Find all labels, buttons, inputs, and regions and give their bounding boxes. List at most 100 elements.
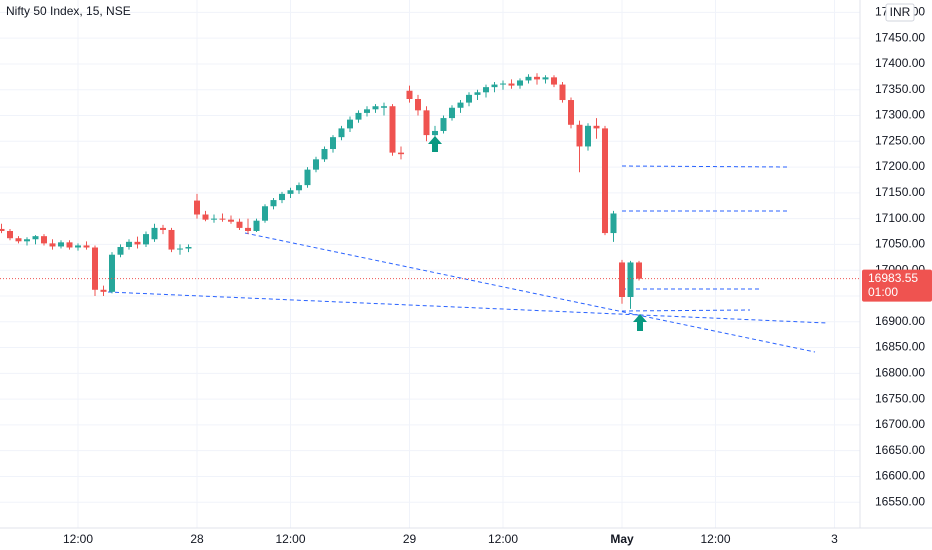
- candle-body: [202, 214, 209, 220]
- x-tick-label: 12:00: [488, 532, 518, 546]
- candle-body: [381, 106, 387, 108]
- candle-body: [372, 106, 379, 110]
- candle-body: [423, 110, 430, 136]
- candle-body: [15, 238, 22, 242]
- y-tick-label: 17100.00: [875, 211, 925, 225]
- candle-body: [500, 83, 506, 85]
- currency-box[interactable]: [885, 3, 915, 22]
- y-tick-label: 17150.00: [875, 185, 925, 199]
- candle-body: [49, 243, 56, 247]
- candle-body: [279, 193, 285, 201]
- candle-body: [245, 227, 251, 231]
- y-tick-label: 16550.00: [875, 494, 925, 508]
- y-tick-label: 16750.00: [875, 391, 925, 405]
- candle-body: [236, 221, 243, 228]
- candle-body: [41, 236, 47, 244]
- x-tick-label: 12:00: [63, 532, 93, 546]
- candle-body: [585, 125, 591, 147]
- candle-body: [32, 236, 39, 240]
- trend-line: [107, 291, 828, 324]
- x-tick-label: 29: [403, 532, 417, 546]
- candle-body: [296, 185, 302, 191]
- candle-body: [168, 229, 175, 250]
- last-price-label: 16983.55: [868, 271, 918, 285]
- candle-body: [440, 118, 447, 131]
- candle-body: [466, 94, 472, 103]
- candle-body: [117, 246, 124, 255]
- candle-body: [7, 231, 13, 239]
- y-tick-label: 17200.00: [875, 159, 925, 173]
- y-tick-label: 16650.00: [875, 443, 925, 457]
- candle-body: [211, 218, 217, 220]
- candle-body: [92, 247, 98, 290]
- candle-body: [364, 109, 370, 113]
- candle-body: [219, 218, 226, 220]
- candle-body: [58, 242, 64, 247]
- candle-body: [398, 152, 404, 155]
- candle-body: [66, 242, 73, 248]
- y-tick-label: 16900.00: [875, 314, 925, 328]
- y-tick-label: 17450.00: [875, 30, 925, 44]
- candle-body: [262, 206, 268, 221]
- candle-body: [559, 84, 566, 101]
- candle-body: [143, 234, 149, 245]
- candle-body: [491, 84, 498, 88]
- candle-body: [627, 262, 634, 297]
- candle-body: [321, 149, 328, 160]
- y-tick-label: 17300.00: [875, 108, 925, 122]
- candle-body: [313, 159, 319, 170]
- candle-body: [287, 190, 294, 194]
- x-tick-label: 12:00: [275, 532, 305, 546]
- x-tick-label: 12:00: [700, 532, 730, 546]
- candle-body: [160, 227, 166, 230]
- x-tick-label: 3: [831, 532, 838, 546]
- candle-body: [134, 241, 141, 245]
- chart-title: Nifty 50 Index, 15, NSE: [6, 4, 131, 18]
- candle-body: [449, 107, 455, 119]
- candle-body: [347, 119, 353, 129]
- candle-body: [75, 245, 81, 248]
- buy-arrow: [633, 314, 647, 331]
- candle-body: [194, 200, 200, 215]
- candle-body: [151, 227, 158, 240]
- y-tick-label: 17350.00: [875, 82, 925, 96]
- candle-body: [619, 262, 625, 297]
- candle-body: [338, 128, 345, 138]
- trend-line: [621, 309, 751, 312]
- candle-body: [542, 77, 549, 80]
- x-tick-label: 28: [190, 532, 204, 546]
- y-tick-label: 16700.00: [875, 417, 925, 431]
- y-tick-label: 16600.00: [875, 469, 925, 483]
- currency[interactable]: INR: [890, 5, 911, 19]
- candle-body: [636, 262, 642, 279]
- y-tick-label: 17250.00: [875, 133, 925, 147]
- candle-body: [406, 90, 413, 99]
- candle-body: [355, 112, 362, 120]
- y-tick-label: 17400.00: [875, 56, 925, 70]
- candle-body: [457, 102, 464, 108]
- candle-body: [177, 248, 183, 250]
- candle-body: [551, 77, 557, 85]
- candle-body: [83, 245, 90, 248]
- last-price-box: [862, 269, 932, 302]
- candle-body: [330, 137, 336, 150]
- trend-line: [244, 232, 816, 353]
- candle-body: [228, 219, 234, 222]
- countdown: 01:00: [868, 285, 898, 299]
- candle-body: [483, 87, 489, 93]
- candle-body: [610, 213, 617, 234]
- candle-body: [0, 228, 5, 231]
- candle-body: [24, 239, 30, 242]
- x-tick-label: May: [610, 532, 634, 546]
- candle-body: [576, 124, 583, 147]
- candle-body: [568, 100, 574, 125]
- buy-arrow: [428, 136, 442, 152]
- candle-body: [304, 169, 311, 186]
- y-tick-label: 16850.00: [875, 340, 925, 354]
- candle-body: [602, 128, 608, 234]
- candle-body: [525, 76, 532, 81]
- y-tick-label: 16800.00: [875, 365, 925, 379]
- candle-body: [389, 106, 396, 153]
- candle-body: [109, 254, 115, 292]
